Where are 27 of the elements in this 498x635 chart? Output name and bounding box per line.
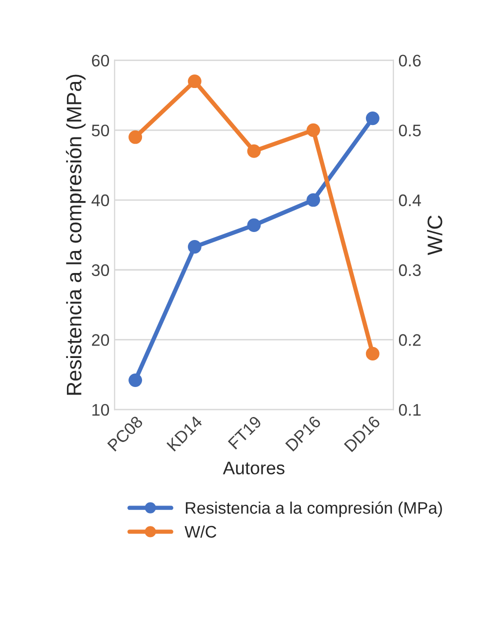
point [128,373,142,388]
y2-tick-label: 0.1 [398,404,421,416]
legend-label: W/C [184,525,216,538]
legend-label: Resistencia a la compresión (MPa) [186,501,442,518]
y-tick-label: 60 [92,54,110,67]
point [366,346,380,360]
y-tick-label: 10 [92,404,110,416]
point [188,74,202,88]
y2-axis-title: W/C [427,215,442,256]
point [247,144,261,158]
y-tick-label: 40 [92,194,110,206]
y2-tick-label: 0.6 [398,54,421,67]
y-tick-label: 50 [92,124,110,136]
point [247,218,261,232]
y2-tick-label: 0.3 [398,264,421,276]
point [306,123,320,137]
point [188,240,202,254]
x-axis-title: Autores [222,462,284,474]
point [306,193,320,207]
y2-tick-label: 0.4 [398,194,421,206]
y-tick-label: 20 [92,334,110,346]
y-axis-title: Resistencia a la compresión (MPa) [66,74,86,395]
point [128,130,142,144]
point [366,112,380,126]
y-tick-label: 30 [92,264,110,276]
y2-tick-label: 0.5 [398,124,421,136]
y2-tick-label: 0.2 [398,334,421,346]
